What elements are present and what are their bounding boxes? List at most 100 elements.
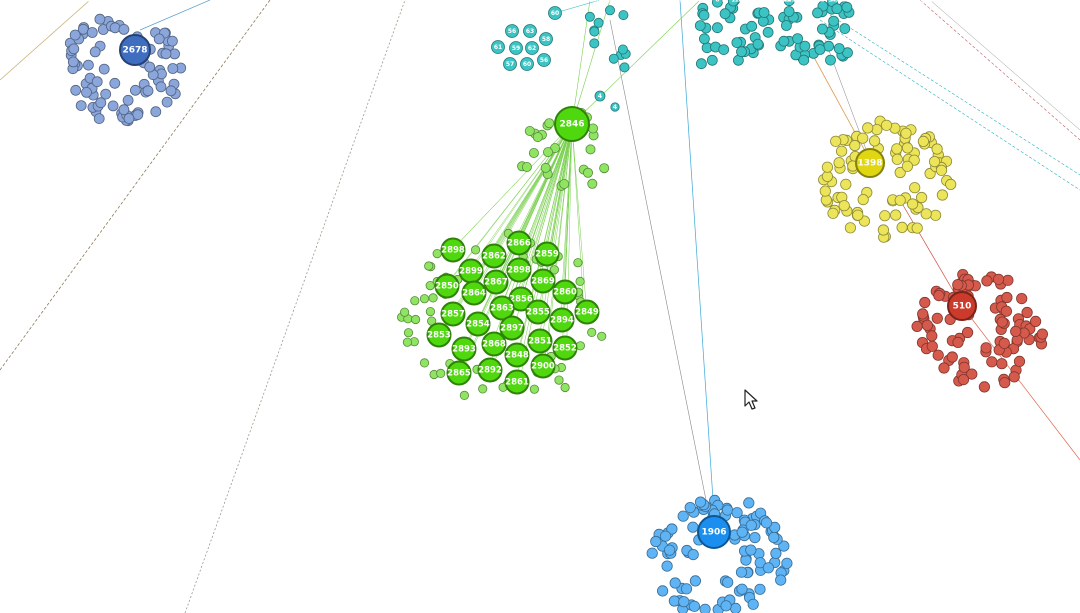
- leaf-node[interactable]: 2: [75, 0, 87, 111]
- leaf-node[interactable]: 5: [86, 0, 98, 38]
- leaf-node[interactable]: 6: [857, 0, 869, 206]
- green-node[interactable]: 2852: [552, 335, 578, 361]
- leaf-node[interactable]: 1: [680, 0, 693, 595]
- leaf-node[interactable]: 3: [175, 0, 187, 74]
- leaf-node[interactable]: 7: [427, 0, 437, 326]
- hub-node-1906[interactable]: 1906: [697, 515, 731, 549]
- leaf-node[interactable]: 8: [929, 0, 942, 221]
- leaf-node[interactable]: 6: [962, 0, 975, 291]
- leaf-node[interactable]: 2: [559, 0, 570, 189]
- leaf-node[interactable]: 6: [912, 0, 924, 214]
- leaf-node[interactable]: 3: [956, 0, 968, 308]
- leaf-node[interactable]: 4: [871, 0, 883, 136]
- leaf-node[interactable]: 2: [918, 0, 930, 325]
- leaf-node[interactable]: 5: [839, 0, 851, 35]
- leaf-node[interactable]: 7: [399, 0, 410, 317]
- leaf-node[interactable]: 8: [736, 0, 748, 595]
- teal-node[interactable]: 56: [505, 24, 519, 38]
- leaf-node[interactable]: 8: [659, 0, 672, 542]
- leaf-node[interactable]: 2: [109, 0, 121, 34]
- leaf-node[interactable]: 2: [908, 0, 920, 166]
- teal-node[interactable]: 56: [537, 53, 551, 67]
- leaf-node[interactable]: 7: [118, 0, 130, 35]
- leaf-node[interactable]: 8: [778, 0, 790, 552]
- leaf-node[interactable]: 4: [956, 0, 968, 381]
- leaf-node[interactable]: 4: [587, 0, 598, 189]
- leaf-node[interactable]: 4: [722, 0, 734, 588]
- leaf-node[interactable]: 1: [573, 0, 583, 297]
- leaf-node[interactable]: 4: [906, 0, 919, 210]
- leaf-node[interactable]: 7: [560, 0, 570, 393]
- leaf-node[interactable]: 1: [81, 0, 92, 98]
- leaf-node[interactable]: 3: [68, 0, 80, 55]
- leaf-node[interactable]: 2: [817, 0, 828, 35]
- leaf-node[interactable]: 1: [954, 0, 967, 290]
- leaf-node[interactable]: 8: [165, 0, 177, 97]
- hub-node-1398[interactable]: 1398: [855, 148, 885, 178]
- leaf-node[interactable]: 7: [752, 0, 764, 50]
- leaf-node[interactable]: 2: [980, 0, 992, 354]
- leaf-node[interactable]: 1: [694, 0, 707, 508]
- green-node[interactable]: 2867: [483, 269, 509, 295]
- leaf-node[interactable]: 5: [687, 0, 699, 561]
- leaf-node[interactable]: 8: [436, 0, 446, 378]
- leaf-node[interactable]: 9: [650, 0, 662, 548]
- green-node[interactable]: 2848: [504, 342, 530, 368]
- leaf-node[interactable]: 3: [952, 0, 964, 348]
- green-node[interactable]: 2900: [530, 353, 556, 379]
- leaf-node[interactable]: 9: [93, 0, 105, 124]
- leaf-node[interactable]: 6: [995, 0, 1007, 290]
- leaf-node[interactable]: 1: [109, 0, 121, 89]
- leaf-node[interactable]: 6: [952, 0, 964, 291]
- leaf-node[interactable]: 6: [931, 0, 943, 324]
- leaf-node[interactable]: 2: [959, 0, 971, 315]
- green-node[interactable]: 2892: [477, 357, 503, 383]
- leaf-node[interactable]: 2: [921, 0, 934, 331]
- leaf-node[interactable]: 2: [1024, 0, 1036, 335]
- green-node[interactable]: 2856: [508, 286, 534, 312]
- leaf-node[interactable]: 6: [712, 0, 723, 8]
- leaf-node[interactable]: 3: [935, 0, 948, 176]
- leaf-node[interactable]: 5: [410, 0, 420, 306]
- green-node[interactable]: 2857: [440, 301, 466, 327]
- leaf-node[interactable]: 6: [911, 0, 923, 234]
- leaf-node[interactable]: 6: [820, 0, 832, 206]
- leaf-node[interactable]: 7: [737, 0, 749, 536]
- leaf-node[interactable]: 3: [656, 0, 669, 597]
- leaf-node[interactable]: 7: [1016, 0, 1028, 305]
- leaf-node[interactable]: 6: [926, 0, 938, 352]
- leaf-node[interactable]: 3: [618, 0, 629, 21]
- leaf-node[interactable]: 3: [837, 0, 849, 146]
- leaf-node[interactable]: 8: [932, 0, 944, 361]
- leaf-node[interactable]: 7: [750, 0, 763, 523]
- leaf-node[interactable]: 5: [719, 0, 732, 522]
- leaf-node[interactable]: 2: [852, 0, 864, 221]
- leaf-node[interactable]: 5: [661, 0, 673, 572]
- leaf-node[interactable]: 1: [769, 0, 781, 569]
- leaf-node[interactable]: 6: [897, 0, 909, 137]
- leaf-node[interactable]: 4: [709, 0, 721, 506]
- leaf-node[interactable]: 9: [953, 0, 965, 387]
- leaf-node[interactable]: 7: [1002, 0, 1014, 286]
- leaf-node[interactable]: 8: [792, 0, 803, 44]
- leaf-node[interactable]: 3: [521, 0, 532, 172]
- leaf-node[interactable]: 6: [1010, 0, 1022, 337]
- leaf-node[interactable]: 5: [754, 0, 766, 595]
- green-node[interactable]: 2864: [461, 280, 487, 306]
- leaf-node[interactable]: 2: [911, 0, 923, 332]
- leaf-node[interactable]: 6: [150, 0, 161, 38]
- leaf-node[interactable]: 7: [901, 0, 914, 172]
- leaf-node[interactable]: 7: [478, 0, 488, 394]
- leaf-node[interactable]: 9: [396, 0, 407, 322]
- leaf-node[interactable]: 1: [425, 0, 435, 317]
- green-node[interactable]: 2893: [451, 336, 477, 362]
- leaf-node[interactable]: 5: [877, 0, 890, 236]
- green-node[interactable]: 2861: [504, 369, 530, 395]
- leaf-node[interactable]: 3: [919, 0, 931, 309]
- green-node[interactable]: 2869: [530, 268, 556, 294]
- leaf-node[interactable]: 2: [931, 0, 943, 155]
- green-node[interactable]: 2899: [458, 258, 484, 284]
- leaf-node[interactable]: 2: [812, 0, 823, 19]
- leaf-node[interactable]: 9: [762, 0, 774, 38]
- leaf-node[interactable]: 3: [91, 0, 103, 88]
